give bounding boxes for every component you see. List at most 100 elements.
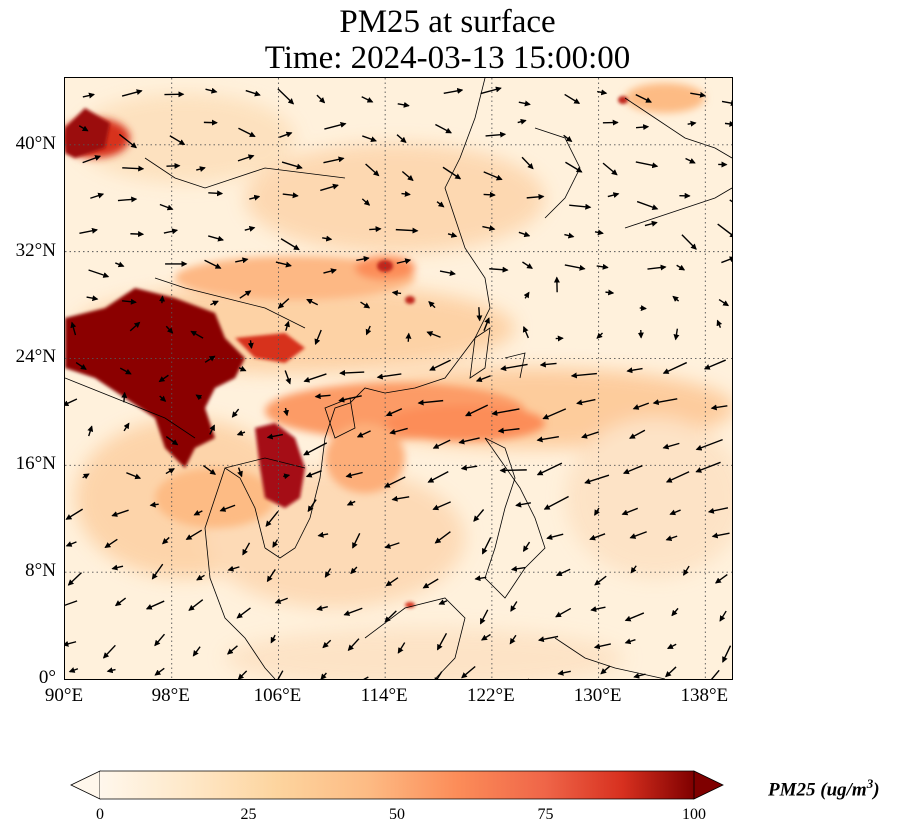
wind-arrow <box>356 430 371 438</box>
wind-arrow <box>360 301 371 309</box>
wind-arrow <box>569 203 592 210</box>
wind-arrow <box>114 597 127 607</box>
wind-arrow <box>607 192 620 198</box>
wind-arrow <box>279 131 293 138</box>
wind-arrow <box>82 155 102 164</box>
wind-arrow <box>395 227 419 234</box>
wind-arrow <box>536 436 559 443</box>
wind-arrow <box>624 638 636 645</box>
wind-arrow <box>204 259 222 269</box>
wind-arrow <box>126 472 142 480</box>
wind-arrow <box>482 225 496 232</box>
wind-arrow <box>391 290 402 297</box>
wind-arrow <box>555 568 571 577</box>
wind-arrow <box>88 269 110 278</box>
wind-arrow <box>703 359 726 370</box>
wind-arrow <box>239 290 252 299</box>
wind-arrow <box>202 465 217 475</box>
wind-arrow <box>422 578 439 589</box>
wind-arrow <box>626 367 643 374</box>
wind-arrow <box>602 162 618 176</box>
wind-arrow <box>208 190 224 197</box>
wind-arrow <box>303 442 328 456</box>
wind-arrow <box>537 635 559 643</box>
wind-arrow <box>432 439 451 449</box>
wind-arrow <box>361 198 371 206</box>
wind-arrow <box>345 471 363 479</box>
longitude-tick: 98°E <box>151 685 190 706</box>
wind-arrow <box>245 89 261 97</box>
wind-arrow <box>597 89 608 96</box>
wind-arrow <box>314 393 331 400</box>
wind-arrow <box>188 599 204 611</box>
wind-arrow <box>121 89 143 97</box>
wind-arrow <box>499 467 527 474</box>
wind-arrow <box>687 120 697 127</box>
wind-arrow <box>237 154 255 162</box>
latitude-tick: 32°N <box>15 239 56 261</box>
wind-arrow <box>90 192 105 199</box>
wind-arrow <box>695 461 721 473</box>
wind-arrow <box>195 394 203 401</box>
latitude-tick: 8°N <box>25 560 56 582</box>
wind-arrow <box>690 91 707 98</box>
wind-arrow <box>284 320 290 331</box>
wind-arrow <box>236 607 251 619</box>
wind-arrow <box>629 429 646 439</box>
wind-arrow <box>231 408 240 418</box>
wind-arrow <box>396 258 412 265</box>
wind-arrow <box>596 263 609 270</box>
wind-arrow <box>238 365 247 372</box>
wind-arrow <box>347 638 360 652</box>
wind-arrow <box>594 507 600 516</box>
wind-arrow <box>695 438 723 451</box>
wind-arrow <box>192 646 201 657</box>
wind-arrow <box>151 563 164 580</box>
wind-arrow <box>210 300 219 307</box>
wind-arrow <box>219 504 236 512</box>
wind-arrow <box>480 86 502 95</box>
latitude-tick: 24°N <box>15 346 56 368</box>
wind-arrow <box>590 606 606 613</box>
wind-arrow <box>718 299 730 307</box>
wind-arrow <box>165 468 175 475</box>
wind-arrow <box>635 93 652 103</box>
wind-arrow <box>442 166 462 180</box>
wind-arrow <box>306 298 319 306</box>
longitude-tick: 114°E <box>360 685 408 706</box>
latitude-tick: 16°N <box>15 453 56 475</box>
wind-arrow <box>129 321 141 332</box>
wind-arrow <box>111 564 124 571</box>
wind-arrow <box>474 575 487 582</box>
wind-arrow <box>489 266 509 273</box>
map-panel <box>64 77 733 680</box>
wind-arrow <box>376 373 402 380</box>
wind-arrow <box>102 644 116 659</box>
wind-arrow <box>564 93 581 104</box>
colorbar-tick: 100 <box>682 806 706 823</box>
wind-arrow <box>154 667 165 676</box>
wind-arrow <box>480 633 491 641</box>
wind-arrow <box>647 264 667 271</box>
wind-arrow <box>584 474 610 485</box>
wind-arrow <box>666 643 677 650</box>
wind-arrow <box>397 101 410 108</box>
latitude-tick: 40°N <box>15 132 56 154</box>
wind-arrow <box>439 270 456 276</box>
wind-arrow <box>65 600 78 606</box>
wind-arrow <box>518 231 531 238</box>
wind-arrow <box>305 470 322 478</box>
wind-arrow <box>460 464 478 471</box>
wind-arrow <box>314 329 322 346</box>
wind-arrow <box>317 531 329 538</box>
wind-arrow <box>515 501 531 508</box>
wind-arrow <box>427 470 449 483</box>
wind-arrow <box>483 191 496 198</box>
wind-arrow <box>118 133 138 149</box>
wind-arrow <box>272 539 279 548</box>
wind-arrow <box>719 610 727 622</box>
wind-arrow <box>563 134 573 142</box>
wind-arrow <box>235 257 249 264</box>
wind-arrow <box>111 509 129 517</box>
wind-arrow <box>630 565 637 574</box>
